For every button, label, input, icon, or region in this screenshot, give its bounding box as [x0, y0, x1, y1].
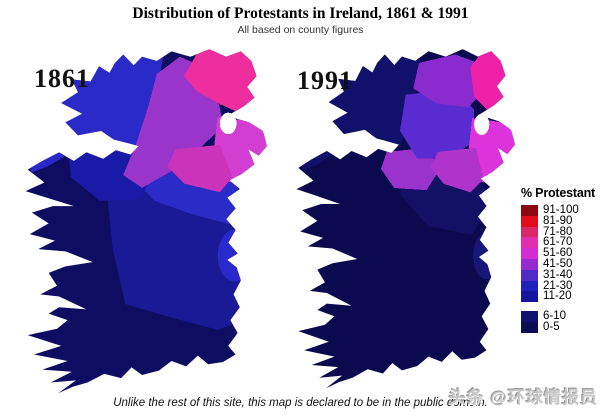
legend-item-label: 81-90 [543, 214, 573, 227]
watermark: 头条 @环球情报员 [448, 388, 598, 407]
legend-item: 91-100 [521, 204, 601, 216]
legend-item: 21-30 [521, 279, 601, 292]
legend-item: 51-60 [521, 248, 601, 259]
legend-swatch [521, 291, 538, 303]
legend-item-label: 6-10 [543, 310, 567, 323]
legend-swatch [521, 311, 538, 322]
legend-swatch [521, 205, 538, 216]
legend-item: 61-70 [521, 236, 601, 249]
legend-item: 6-10 [521, 311, 601, 322]
legend-item-label: 0-5 [543, 320, 560, 333]
legend-item: 41-50 [521, 257, 601, 270]
legend-item-label: 11-20 [543, 290, 572, 303]
legend-swatch [521, 237, 538, 249]
region-armagh-1861 [167, 144, 233, 193]
map-1861 [25, 49, 268, 394]
legend-item-label: 21-30 [543, 279, 573, 292]
legend-item: 71-80 [521, 225, 601, 238]
legend-swatch [521, 269, 538, 281]
legend-swatch [521, 215, 538, 227]
legend-swatch [521, 280, 538, 292]
region-derry-1991 [413, 54, 482, 108]
legend: % Protestant 91-100 81-90 71-80 61-70 51… [521, 186, 601, 333]
legend-item-label: 31-40 [543, 268, 573, 281]
region-dublin-1861 [217, 229, 252, 282]
legend-title: % Protestant [521, 186, 596, 200]
legend-item-label: 51-60 [543, 247, 573, 260]
legend-item: 11-20 [521, 290, 601, 303]
legend-item: 81-90 [521, 214, 601, 227]
legend-swatch [521, 258, 538, 270]
region-armagh-1991 [430, 147, 484, 193]
page-title: Distribution of Protestants in Ireland, … [132, 5, 469, 22]
public-domain-note: Unlike the rest of this site, this map i… [113, 397, 488, 409]
lough-neagh-1991 [474, 113, 490, 136]
legend-item-label: 91-100 [543, 204, 579, 216]
legend-item-label: 41-50 [543, 257, 573, 270]
year-label-1861: 1861 [34, 64, 90, 93]
year-label-1991: 1991 [297, 66, 353, 95]
map-1991 [296, 49, 515, 389]
legend-item-label: 61-70 [543, 236, 573, 249]
legend-item: 31-40 [521, 268, 601, 281]
legend-swatch [521, 321, 538, 333]
legend-swatch [521, 226, 538, 238]
legend-item: 0-5 [521, 320, 601, 333]
region-dublin-1991 [473, 232, 500, 280]
lough-neagh-1861 [219, 112, 237, 135]
region-tyrone-1991 [400, 88, 475, 159]
legend-item-label: 71-80 [543, 225, 573, 238]
page-subtitle: All based on county figures [237, 24, 364, 36]
legend-swatch [521, 248, 538, 259]
